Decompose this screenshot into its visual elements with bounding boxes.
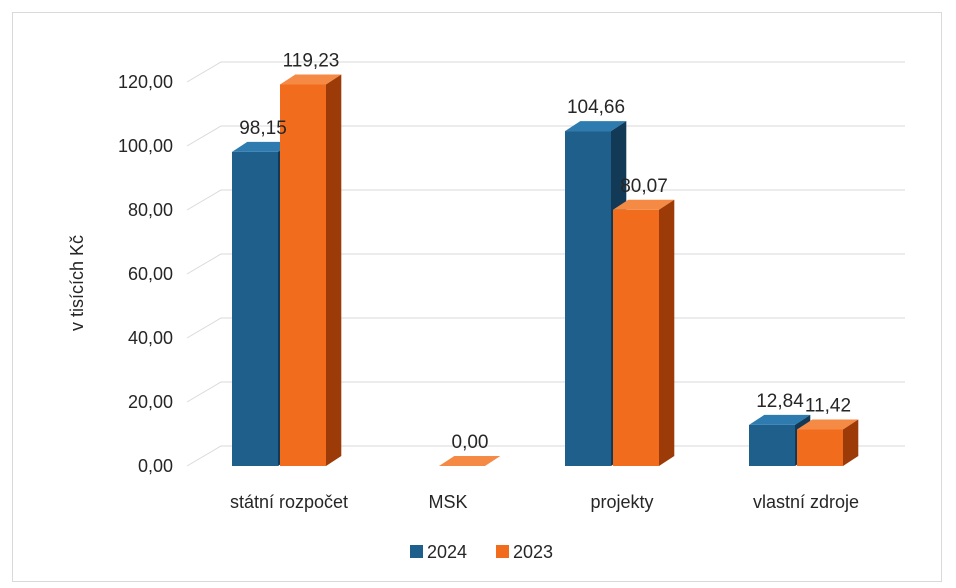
bar xyxy=(613,199,675,466)
data-label: 80,07 xyxy=(620,176,668,197)
y-tick-label: 100,00 xyxy=(118,136,173,156)
gridline xyxy=(186,381,905,403)
gridline xyxy=(186,61,905,83)
y-tick-label: 60,00 xyxy=(128,264,173,284)
y-axis-ticks: 0,00 20,00 40,00 60,00 80,00 100,00 120,00 xyxy=(118,72,173,476)
bars-layer xyxy=(232,74,859,467)
legend-item: 2024 xyxy=(410,542,467,562)
x-category-label: vlastní zdroje xyxy=(753,492,859,512)
gridline xyxy=(186,317,905,339)
bar xyxy=(439,456,501,466)
bar xyxy=(797,419,859,466)
y-tick-label: 120,00 xyxy=(118,72,173,92)
data-label: 12,84 xyxy=(756,391,804,412)
data-label: 11,42 xyxy=(805,395,851,416)
gridline xyxy=(186,189,905,211)
x-axis-categories: státní rozpočet MSK projekty vlastní zdroje xyxy=(230,492,859,512)
x-category-label: státní rozpočet xyxy=(230,492,348,512)
legend-swatch xyxy=(496,545,509,558)
data-label: 104,66 xyxy=(567,97,625,118)
y-tick-label: 20,00 xyxy=(128,392,173,412)
chart-frame: 0,00 20,00 40,00 60,00 80,00 100,00 120,00 98,… xyxy=(12,12,942,582)
y-tick-label: 0,00 xyxy=(138,456,173,476)
y-tick-label: 80,00 xyxy=(128,200,173,220)
data-label: 119,23 xyxy=(283,50,340,71)
gridline xyxy=(186,125,905,147)
data-labels-layer: 98,15 104,66 12,84 119,23 0,00 80,07 11,42 xyxy=(239,50,851,453)
x-category-label: projekty xyxy=(590,492,653,512)
gridline xyxy=(186,253,905,275)
y-tick-label: 40,00 xyxy=(128,328,173,348)
bar xyxy=(280,74,342,467)
data-label: 0,00 xyxy=(452,432,489,453)
legend-item: 2023 xyxy=(496,542,553,562)
bar-chart: 0,00 20,00 40,00 60,00 80,00 100,00 120,00 98,… xyxy=(67,50,905,562)
y-axis-title: v tisících Kč xyxy=(67,235,87,331)
legend-label: 2023 xyxy=(513,542,553,562)
data-label: 98,15 xyxy=(239,118,287,139)
legend: 2024 2023 xyxy=(410,542,553,562)
x-category-label: MSK xyxy=(428,492,467,512)
legend-swatch xyxy=(410,545,423,558)
grid-layer xyxy=(186,61,905,467)
gridline xyxy=(186,445,905,467)
legend-label: 2024 xyxy=(427,542,467,562)
